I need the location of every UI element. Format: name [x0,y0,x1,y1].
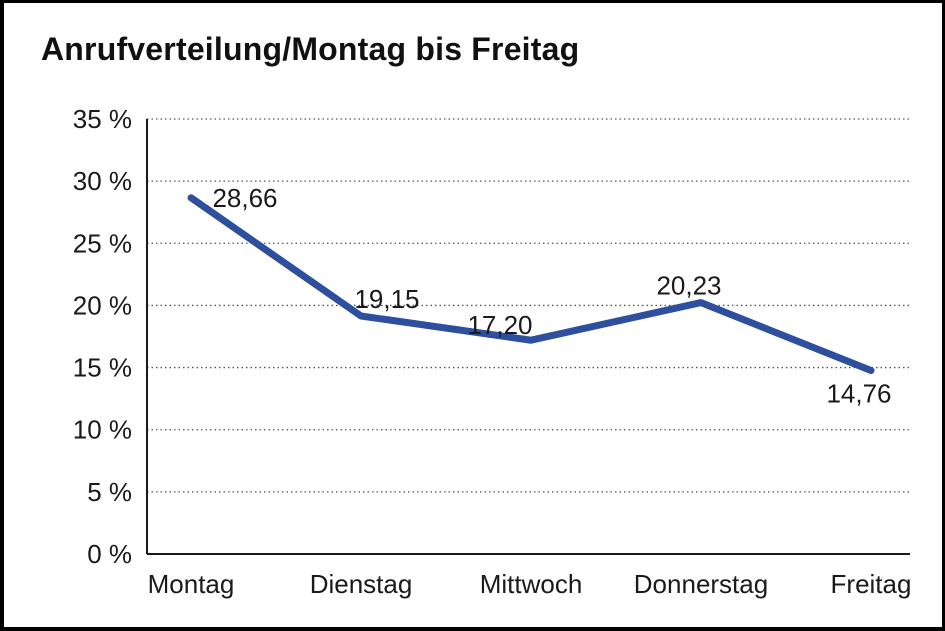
y-axis-tick-label: 30 % [73,166,132,196]
line-chart: 0 % 5 % 10 % 15 % 20 % 25 % 30 % 35 % 28,66 19,15… [73,104,912,599]
chart-title: Anrufverteilung/Montag bis Freitag [41,31,580,67]
data-point-label: 14,76 [826,379,891,409]
x-axis-category-label: Donnerstag [634,569,768,599]
data-point-label: 19,15 [354,284,419,314]
x-axis-category-label: Mittwoch [480,569,583,599]
x-axis-category-label: Dienstag [310,569,413,599]
y-axis-tick-label: 25 % [73,228,132,258]
y-axis-tick-label: 20 % [73,290,132,320]
x-axis-category-label: Montag [148,569,235,599]
x-axis-category-label: Freitag [831,569,912,599]
y-axis-tick-label: 35 % [73,104,132,134]
y-axis-tick-label: 0 % [87,539,132,569]
y-axis-tick-label: 5 % [87,477,132,507]
data-point-label: 17,20 [467,310,532,340]
data-point-label: 28,66 [212,183,277,213]
y-axis-tick-label: 15 % [73,353,132,383]
data-series-line [187,194,875,375]
data-point-label: 20,23 [656,271,721,301]
y-axis-tick-label: 10 % [73,415,132,445]
